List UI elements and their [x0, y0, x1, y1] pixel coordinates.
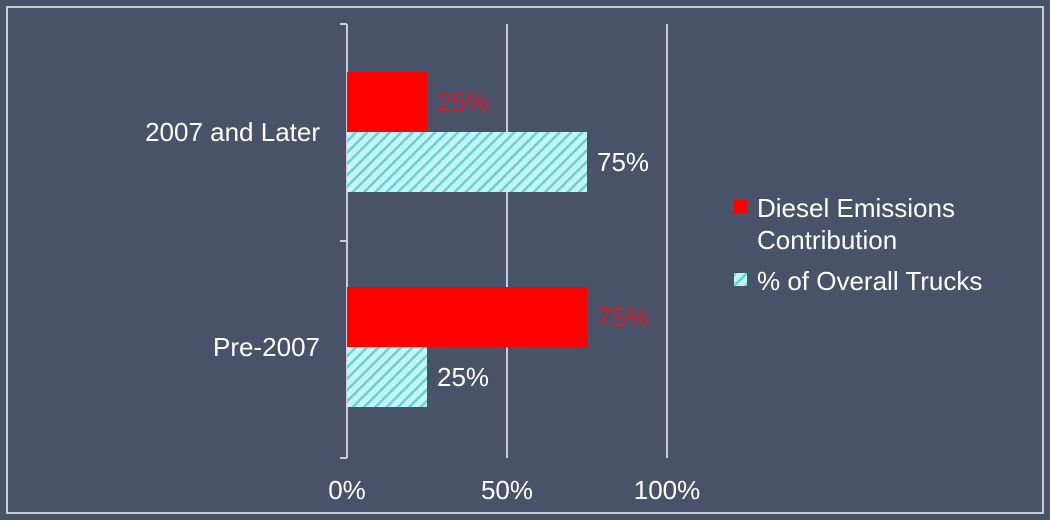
- legend-swatch-trucks: [734, 273, 747, 286]
- x-tick-label: 0%: [328, 475, 366, 505]
- x-tick-label: 50%: [481, 475, 533, 505]
- data-label: 75%: [597, 302, 649, 332]
- bar-overall-trucks: [347, 132, 587, 192]
- bar-overall-trucks: [347, 347, 427, 407]
- x-tick-label: 100%: [634, 475, 701, 505]
- chart-border: [6, 6, 1044, 514]
- legend-swatch-diesel: [734, 200, 747, 213]
- bar-diesel-emissions: [347, 287, 587, 347]
- data-label: 25%: [437, 362, 489, 392]
- legend-label: Diesel Emissions: [757, 193, 955, 223]
- category-label: 2007 and Later: [145, 117, 320, 147]
- legend-label: % of Overall Trucks: [757, 266, 982, 296]
- bar-diesel-emissions: [347, 72, 427, 132]
- legend-label: Contribution: [757, 225, 897, 255]
- data-label: 25%: [437, 87, 489, 117]
- category-label: Pre-2007: [213, 332, 320, 362]
- data-label: 75%: [597, 147, 649, 177]
